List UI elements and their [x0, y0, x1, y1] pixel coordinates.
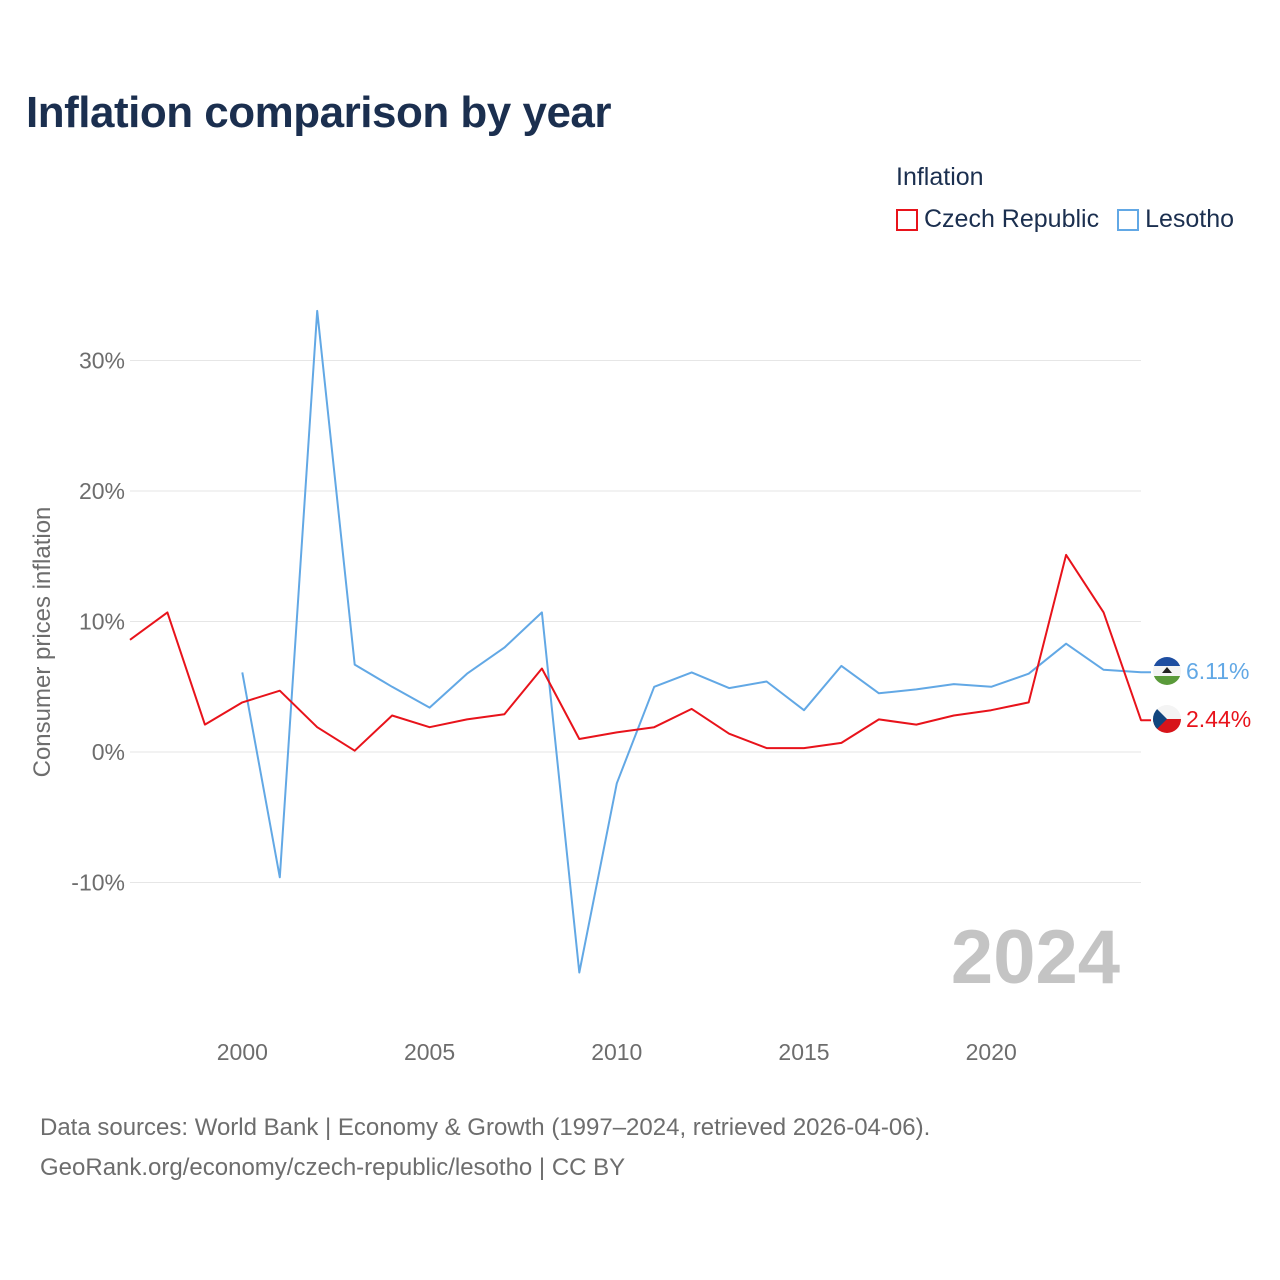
legend-swatch-lesotho: [1117, 208, 1140, 231]
y-tick-label: 0%: [92, 739, 125, 765]
y-tick-label: 20%: [79, 478, 125, 504]
legend-title: Inflation: [896, 163, 984, 191]
czech-republic-end-value: 2.44%: [1186, 706, 1251, 732]
source-line-1: Data sources: World Bank | Economy & Gro…: [40, 1114, 931, 1141]
y-tick-label: 30%: [79, 348, 125, 374]
x-tick-label: 2005: [404, 1039, 455, 1065]
y-tick-label: 10%: [79, 609, 125, 635]
y-axis-ticks: 30% 20% 10% 0% -10%: [71, 348, 125, 896]
legend: Czech Republic Lesotho: [896, 205, 1252, 234]
legend-swatch-czech-republic: [896, 208, 918, 231]
legend-item-czech-republic[interactable]: Czech Republic: [896, 205, 1099, 234]
gridlines: [130, 360, 1141, 883]
legend-item-lesotho[interactable]: Lesotho: [1117, 205, 1234, 234]
lesotho-flag-icon: [1153, 657, 1181, 685]
legend-label-lesotho: Lesotho: [1145, 205, 1235, 233]
year-watermark: 2024: [951, 915, 1120, 1000]
x-tick-label: 2010: [591, 1039, 642, 1065]
chart-title: Inflation comparison by year: [26, 88, 612, 137]
x-tick-label: 2020: [966, 1039, 1017, 1065]
y-tick-label: -10%: [71, 870, 125, 896]
x-axis-ticks: 2000 2005 2010 2015 2020: [217, 1039, 1017, 1065]
legend-label-czech-republic: Czech Republic: [924, 205, 1100, 233]
series-line-lesotho[interactable]: [241, 309, 1151, 974]
x-tick-label: 2000: [217, 1039, 268, 1065]
source-note: Data sources: World Bank | Economy & Gro…: [40, 1108, 930, 1188]
x-tick-label: 2015: [778, 1039, 829, 1065]
y-axis-label: Consumer prices inflation: [29, 507, 56, 778]
lesotho-end-value: 6.11%: [1186, 658, 1250, 684]
series-group: [129, 309, 1151, 974]
czech-flag-icon: [1153, 705, 1181, 733]
source-line-2: GeoRank.org/economy/czech-republic/lesot…: [40, 1154, 626, 1181]
